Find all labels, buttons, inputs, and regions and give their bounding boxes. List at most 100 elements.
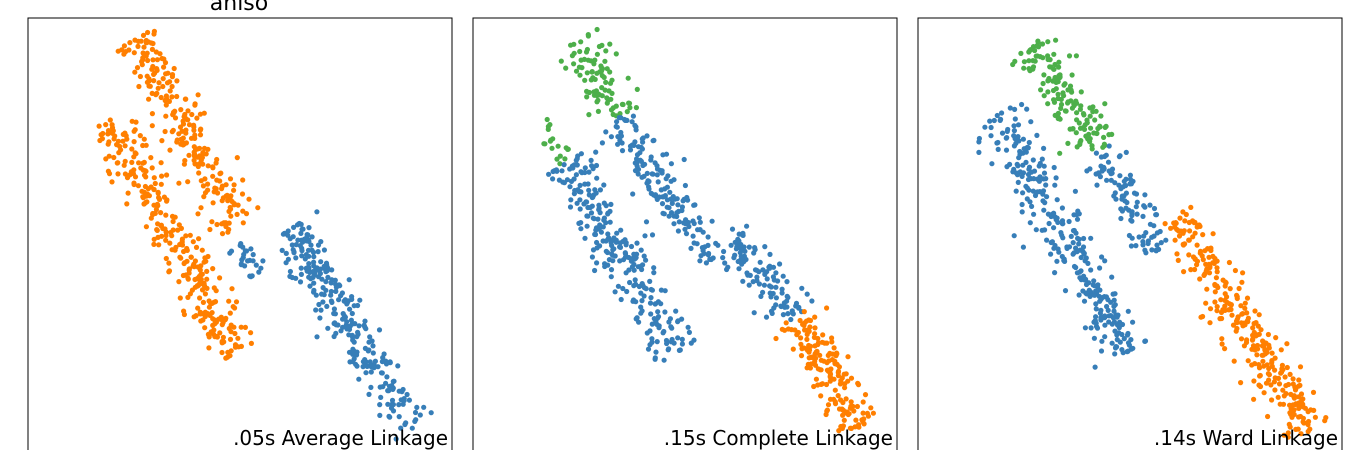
data-point-blue	[363, 370, 369, 376]
data-point-blue	[1121, 336, 1127, 342]
data-point-green	[1073, 53, 1079, 59]
data-point-blue	[597, 222, 603, 228]
data-point-green	[595, 108, 602, 114]
data-point-orange	[201, 194, 207, 200]
data-point-orange	[827, 373, 833, 379]
data-point-orange	[131, 50, 137, 56]
data-point-orange	[1175, 257, 1181, 263]
data-point-blue	[729, 226, 736, 232]
data-point-blue	[1163, 237, 1169, 243]
data-point-orange	[1202, 271, 1208, 277]
data-point-green	[578, 39, 584, 45]
data-point-orange	[156, 196, 163, 202]
data-point-blue	[988, 124, 994, 131]
data-point-blue	[632, 168, 639, 174]
data-point-green	[1018, 50, 1024, 57]
data-point-blue	[735, 258, 741, 265]
data-point-blue	[1019, 209, 1025, 215]
data-point-blue	[308, 276, 314, 282]
data-point-blue	[239, 257, 245, 263]
data-point-blue	[696, 215, 702, 221]
data-point-blue	[1128, 217, 1134, 223]
data-point-green	[1078, 103, 1084, 109]
data-point-orange	[212, 321, 218, 327]
data-point-blue	[365, 348, 371, 354]
data-point-blue	[396, 402, 402, 408]
data-point-blue	[731, 255, 737, 261]
data-point-orange	[1214, 283, 1220, 289]
data-point-orange	[141, 172, 148, 178]
data-point-orange	[205, 181, 211, 187]
data-point-green	[1087, 139, 1093, 145]
data-point-blue	[367, 362, 373, 368]
data-point-orange	[143, 142, 149, 148]
data-point-orange	[242, 324, 248, 330]
data-point-blue	[1094, 325, 1101, 331]
data-point-blue	[1026, 139, 1032, 146]
data-point-orange	[840, 399, 846, 406]
data-point-orange	[191, 261, 197, 267]
data-point-orange	[811, 383, 817, 390]
data-point-blue	[1024, 106, 1030, 112]
data-point-blue	[664, 340, 670, 347]
data-point-orange	[235, 335, 241, 341]
data-point-orange	[854, 403, 861, 410]
data-point-blue	[556, 177, 563, 183]
data-point-blue	[1078, 254, 1084, 261]
data-point-green	[554, 156, 560, 162]
data-point-orange	[1203, 300, 1209, 306]
data-point-orange	[1234, 325, 1240, 332]
data-point-orange	[1219, 341, 1225, 347]
data-point-blue	[306, 261, 312, 267]
data-point-blue	[655, 309, 661, 315]
data-point-orange	[239, 191, 246, 197]
data-point-green	[1078, 89, 1084, 95]
data-point-green	[1027, 68, 1033, 74]
data-point-orange	[163, 93, 169, 99]
data-point-blue	[1040, 191, 1046, 197]
data-point-orange	[179, 128, 185, 134]
data-point-blue	[1112, 345, 1119, 351]
data-point-orange	[145, 57, 151, 64]
data-point-blue	[589, 163, 595, 169]
data-point-orange	[160, 83, 166, 90]
data-point-blue	[671, 177, 677, 183]
data-point-green	[1058, 105, 1064, 111]
data-point-green	[1050, 87, 1057, 94]
data-point-orange	[151, 175, 157, 181]
data-point-blue	[747, 272, 753, 278]
data-point-orange	[187, 232, 193, 238]
data-point-blue	[241, 251, 247, 258]
data-point-orange	[805, 361, 811, 367]
data-point-orange	[210, 331, 217, 337]
data-point-blue	[671, 221, 677, 227]
data-point-orange	[138, 165, 144, 171]
data-point-blue	[428, 410, 434, 416]
data-point-blue	[567, 204, 574, 210]
data-point-orange	[824, 408, 830, 414]
data-point-blue	[1023, 159, 1029, 165]
data-point-blue	[639, 298, 645, 304]
data-point-blue	[638, 290, 644, 296]
data-point-orange	[140, 50, 146, 56]
data-point-orange	[807, 317, 814, 324]
data-point-orange	[149, 165, 155, 171]
data-point-blue	[1019, 201, 1025, 208]
data-point-blue	[767, 283, 773, 289]
data-point-blue	[1084, 291, 1090, 297]
data-point-orange	[804, 347, 811, 353]
data-point-orange	[1275, 394, 1281, 400]
data-point-blue	[402, 421, 408, 428]
data-point-orange	[240, 208, 246, 214]
data-point-green	[571, 50, 577, 56]
data-point-blue	[1154, 242, 1160, 248]
data-point-blue	[307, 283, 313, 289]
data-point-green	[571, 61, 577, 67]
data-point-blue	[751, 310, 757, 316]
data-point-blue	[994, 140, 1000, 146]
data-point-orange	[122, 143, 128, 149]
data-point-blue	[1034, 189, 1041, 195]
data-point-orange	[158, 210, 164, 216]
data-point-orange	[129, 146, 135, 152]
data-point-blue	[318, 307, 324, 313]
